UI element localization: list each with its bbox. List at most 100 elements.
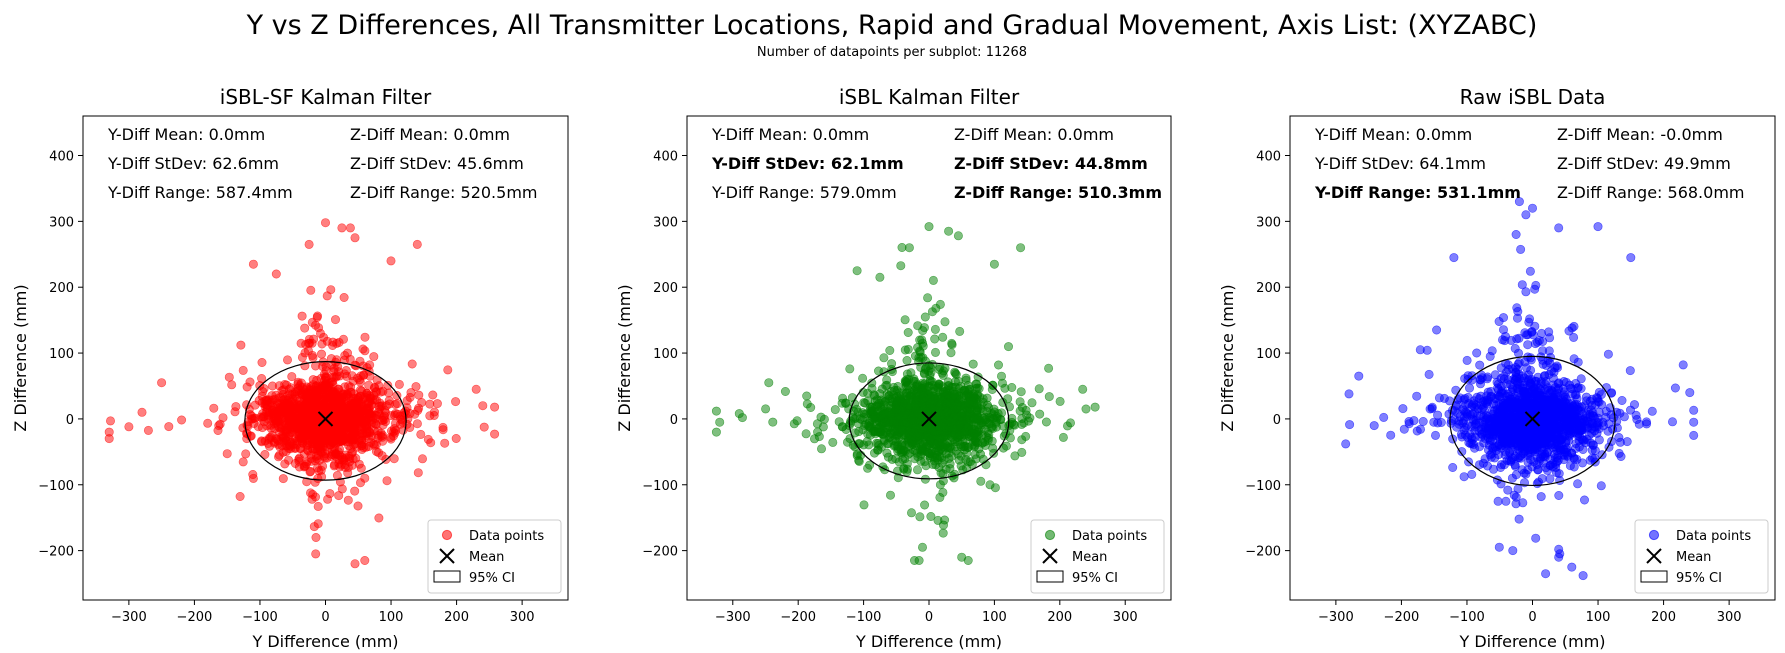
data-point bbox=[365, 409, 375, 419]
data-points bbox=[1341, 197, 1699, 581]
data-point bbox=[1424, 369, 1434, 379]
data-point bbox=[1528, 398, 1538, 408]
data-point bbox=[1489, 427, 1499, 437]
data-point bbox=[440, 438, 450, 448]
data-point bbox=[874, 413, 884, 423]
data-point bbox=[236, 340, 246, 350]
y-tick-label: −100 bbox=[1245, 479, 1281, 494]
data-point bbox=[935, 492, 945, 502]
data-point bbox=[828, 437, 838, 447]
data-point bbox=[1518, 498, 1528, 508]
data-point bbox=[1058, 432, 1068, 442]
data-point bbox=[936, 468, 946, 478]
data-point bbox=[203, 418, 213, 428]
stats-text: Z-Diff StDev: 45.6mm bbox=[350, 154, 524, 173]
data-point bbox=[1498, 335, 1508, 345]
data-point bbox=[1418, 416, 1428, 426]
data-point bbox=[768, 417, 778, 427]
data-point bbox=[356, 441, 366, 451]
data-point bbox=[1507, 473, 1517, 483]
legend-label: 95% CI bbox=[1072, 571, 1118, 586]
data-point bbox=[1519, 417, 1529, 427]
data-point bbox=[1580, 401, 1590, 411]
data-point-outlier bbox=[1541, 569, 1551, 579]
data-point bbox=[1523, 340, 1533, 350]
data-point bbox=[962, 448, 972, 458]
data-point bbox=[1571, 378, 1581, 388]
data-point bbox=[976, 400, 986, 410]
legend-label: Mean bbox=[469, 550, 504, 565]
data-point bbox=[1066, 418, 1076, 428]
data-point bbox=[282, 355, 292, 365]
legend-label: Data points bbox=[1676, 529, 1751, 544]
x-tick-label: 100 bbox=[1586, 610, 1611, 625]
legend-marker-mean bbox=[1646, 548, 1662, 564]
data-point bbox=[317, 472, 327, 482]
y-tick-label: 100 bbox=[1256, 347, 1281, 362]
data-point bbox=[1564, 414, 1574, 424]
data-point bbox=[1489, 399, 1499, 409]
data-point bbox=[1631, 410, 1641, 420]
data-point bbox=[1554, 490, 1564, 500]
data-point bbox=[944, 381, 954, 391]
mean-marker bbox=[317, 411, 334, 427]
data-point bbox=[1044, 392, 1054, 402]
data-point bbox=[1496, 373, 1506, 383]
data-point bbox=[1554, 383, 1564, 393]
data-point bbox=[969, 392, 979, 402]
data-point bbox=[300, 390, 310, 400]
data-point bbox=[1581, 438, 1591, 448]
data-point bbox=[912, 390, 922, 400]
data-point bbox=[1569, 462, 1579, 472]
data-point bbox=[384, 388, 394, 398]
data-point-outlier bbox=[478, 401, 488, 411]
data-point-outlier bbox=[1626, 253, 1636, 263]
data-point bbox=[887, 454, 897, 464]
data-point-outlier bbox=[104, 427, 114, 437]
stats-text: Z-Diff Range: 568.0mm bbox=[1557, 183, 1745, 202]
data-point bbox=[902, 391, 912, 401]
data-point bbox=[926, 511, 936, 521]
data-point-outlier bbox=[852, 266, 862, 276]
legend-label: Mean bbox=[1072, 550, 1107, 565]
legend-marker-mean bbox=[439, 548, 455, 564]
data-point bbox=[993, 360, 1003, 370]
data-point-outlier bbox=[1554, 552, 1564, 562]
data-point bbox=[920, 457, 930, 467]
data-point bbox=[340, 350, 350, 360]
data-point-outlier bbox=[157, 378, 167, 388]
data-point bbox=[1596, 481, 1606, 491]
data-point-outlier bbox=[345, 223, 355, 233]
data-point bbox=[1514, 333, 1524, 343]
data-point bbox=[1474, 394, 1484, 404]
data-point bbox=[451, 433, 461, 443]
data-point bbox=[1510, 400, 1520, 410]
stats-text: Y-Diff Range: 587.4mm bbox=[107, 183, 293, 202]
data-point bbox=[819, 414, 829, 424]
data-point bbox=[926, 367, 936, 377]
data-point bbox=[278, 474, 288, 484]
data-point-outlier bbox=[989, 259, 999, 269]
data-point-outlier bbox=[924, 222, 934, 232]
data-point bbox=[890, 433, 900, 443]
data-point bbox=[950, 442, 960, 452]
data-point bbox=[902, 355, 912, 365]
data-point bbox=[250, 400, 260, 410]
x-tick-label: 200 bbox=[444, 610, 469, 625]
data-point bbox=[1449, 414, 1459, 424]
data-point bbox=[412, 419, 422, 429]
stats-text: Y-Diff StDev: 64.1mm bbox=[1314, 154, 1486, 173]
data-point bbox=[289, 420, 299, 430]
data-point bbox=[1559, 390, 1569, 400]
data-point bbox=[257, 357, 267, 367]
data-point bbox=[1533, 465, 1543, 475]
data-point bbox=[975, 449, 985, 459]
data-point bbox=[761, 404, 771, 414]
data-point bbox=[1538, 336, 1548, 346]
data-point bbox=[1689, 405, 1699, 415]
legend-marker-ci bbox=[433, 570, 461, 583]
data-point bbox=[882, 448, 892, 458]
data-point bbox=[313, 501, 323, 511]
data-point bbox=[1550, 421, 1560, 431]
